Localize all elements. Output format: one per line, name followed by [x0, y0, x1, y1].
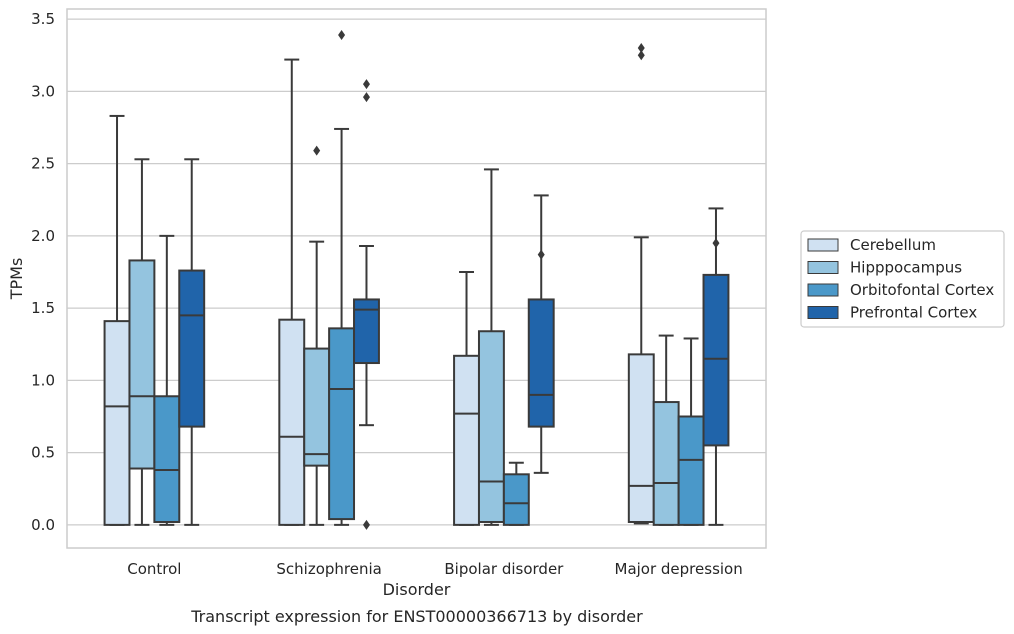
x-tick-label: Control — [127, 560, 181, 578]
x-tick-label: Major depression — [615, 560, 743, 578]
y-tick-label: 1.0 — [31, 371, 55, 389]
y-tick-label: 3.5 — [31, 10, 55, 28]
legend-frame — [800, 230, 1005, 328]
box-hipppocampus — [303, 145, 331, 526]
box-body — [278, 318, 306, 526]
box-hipppocampus — [477, 168, 505, 526]
box-body — [453, 354, 480, 526]
box-orbitofontal-cortex — [328, 30, 356, 526]
y-tick-label: 3.0 — [31, 82, 55, 100]
legend-swatch — [807, 261, 839, 274]
box-cerebellum — [278, 58, 306, 526]
box-body — [128, 259, 156, 470]
x-tick-label: Bipolar disorder — [444, 560, 564, 578]
legend-entry: Cerebellum — [850, 236, 936, 254]
y-tick-label: 1.5 — [31, 299, 55, 317]
outlier-point — [362, 92, 370, 103]
box-body — [502, 473, 530, 526]
outlier-point — [338, 30, 346, 41]
legend-swatch — [807, 283, 839, 297]
box-hipppocampus — [652, 334, 680, 526]
box-body — [153, 395, 181, 523]
outlier-point — [712, 238, 720, 249]
box-cerebellum — [103, 114, 131, 526]
outlier-point — [362, 79, 370, 90]
legend-swatch — [807, 238, 839, 252]
y-tick-label: 2.5 — [31, 155, 55, 173]
outlier-point — [313, 145, 321, 156]
legend-entry: Hipppocampus — [850, 259, 962, 277]
chart-caption: Transcript expression for ENST0000036671… — [190, 607, 643, 626]
legend-entry: Orbitofontal Cortex — [850, 281, 994, 299]
x-tick-label: Schizophrenia — [276, 560, 381, 578]
outlier-point — [637, 50, 645, 61]
box-body — [328, 327, 356, 521]
box-prefrontal-cortex — [527, 194, 555, 474]
y-tick-label: 0.5 — [31, 444, 55, 462]
y-axis-ticks: 0.0 0.5 1.0 1.5 2.0 2.5 3.0 3.5 — [31, 10, 55, 534]
box-body — [303, 347, 331, 467]
box-body — [652, 401, 680, 526]
legend-swatch — [807, 306, 839, 319]
box-body — [178, 269, 206, 428]
box-body — [103, 320, 131, 526]
box-prefrontal-cortex — [353, 79, 380, 530]
y-axis-label: TPMs — [7, 258, 26, 301]
x-axis-ticks: Control Schizophrenia Bipolar disorder Majo… — [127, 560, 742, 578]
plot-area — [103, 30, 730, 530]
box-hipppocampus — [128, 158, 156, 526]
box-orbitofontal-cortex — [677, 337, 705, 526]
x-axis-label: Disorder — [383, 580, 451, 599]
box-body — [627, 353, 655, 523]
legend: Cerebellum Hipppocampus Orbitofontal Corte… — [800, 230, 1005, 328]
box-cerebellum — [453, 270, 480, 526]
box-orbitofontal-cortex — [153, 234, 181, 526]
y-tick-label: 2.0 — [31, 227, 55, 245]
box-cerebellum — [627, 43, 655, 525]
outlier-point — [537, 249, 545, 260]
box-body — [527, 298, 555, 428]
outlier-point — [362, 519, 370, 530]
box-prefrontal-cortex — [702, 207, 730, 526]
box-prefrontal-cortex — [178, 158, 206, 526]
y-tick-label: 0.0 — [31, 516, 55, 534]
box-body — [677, 415, 705, 526]
box-body — [702, 273, 730, 447]
outlier-point — [637, 43, 645, 54]
box-orbitofontal-cortex — [502, 461, 530, 526]
box-body — [477, 330, 505, 523]
legend-entry: Prefrontal Cortex — [850, 304, 977, 322]
plot-frame — [66, 8, 767, 549]
